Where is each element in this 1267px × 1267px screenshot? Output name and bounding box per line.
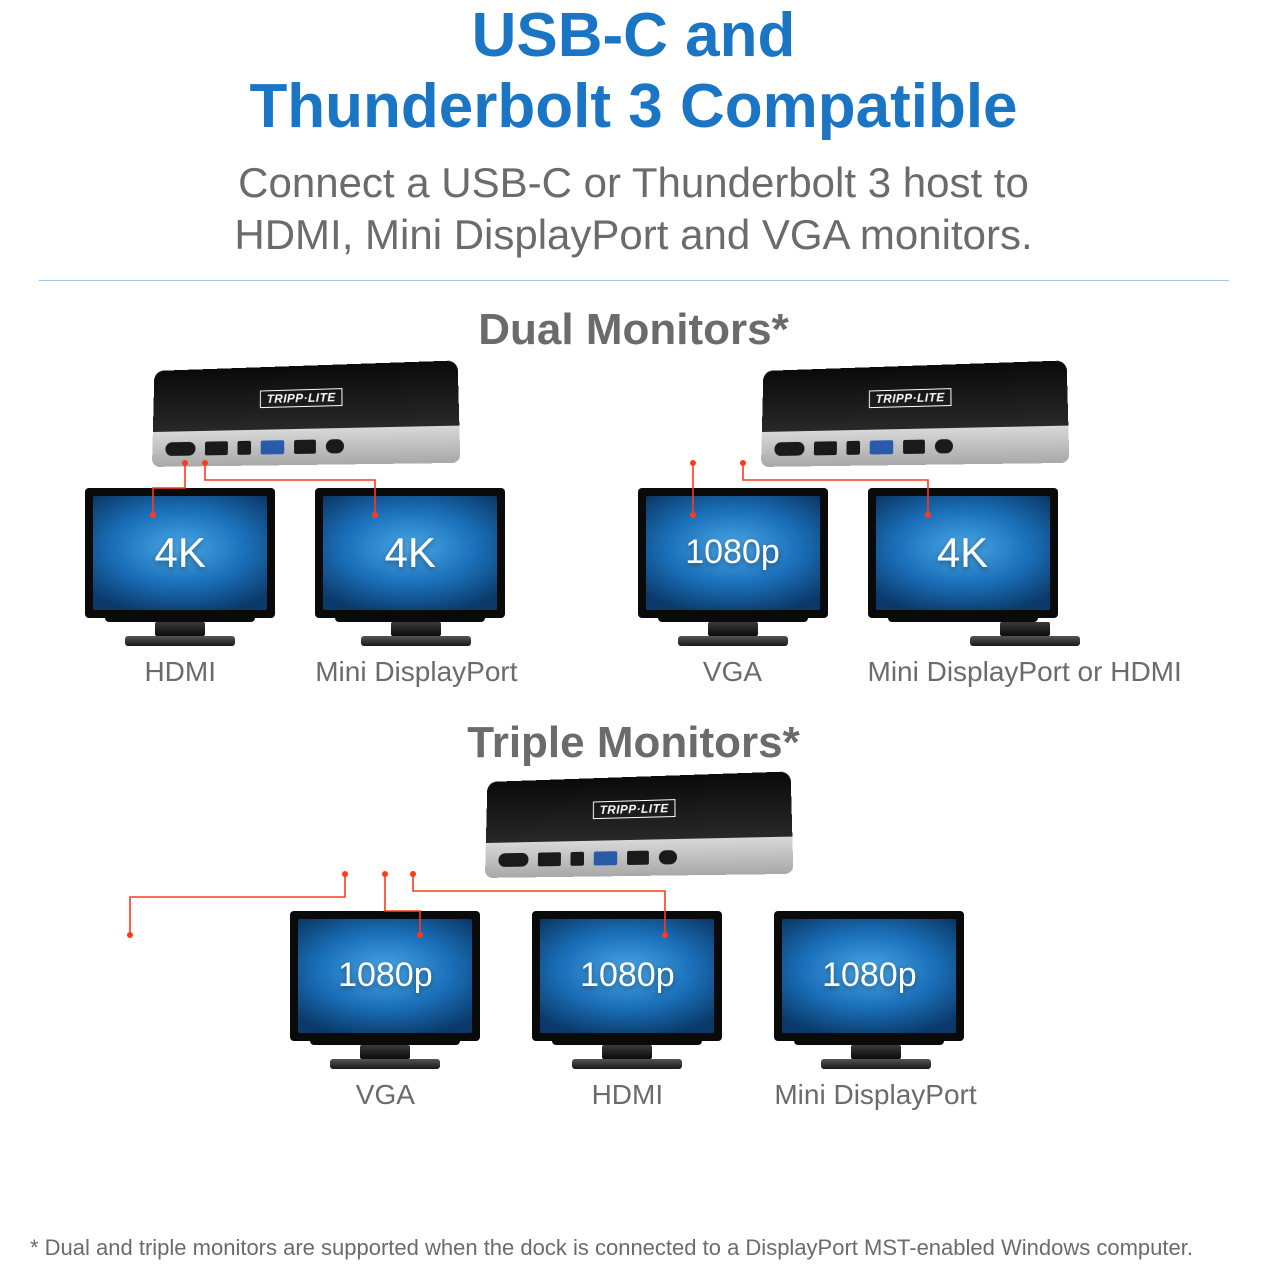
monitor-badge: 1080p xyxy=(540,919,714,1033)
header: USB-C and Thunderbolt 3 Compatible Conne… xyxy=(0,0,1267,262)
monitors-row: 1080p VGA 1080p HDMI 1080p Mini DisplayP… xyxy=(290,911,976,1111)
subtitle-line-2: HDMI, Mini DisplayPort and VGA monitors. xyxy=(234,211,1032,258)
dual-configs-row: TRIPP·LITE 4K HDMI 4K Mini DisplayPort xyxy=(0,365,1267,688)
dock-brand: TRIPP·LITE xyxy=(869,388,952,408)
dual-config-a: TRIPP·LITE 4K HDMI 4K Mini DisplayPort xyxy=(85,365,517,688)
monitor-label: Mini DisplayPort xyxy=(774,1079,976,1111)
monitor-hdmi: 4K HDMI xyxy=(85,488,275,688)
title: USB-C and Thunderbolt 3 Compatible xyxy=(0,0,1267,143)
monitor-label: Mini DisplayPort xyxy=(315,656,517,688)
monitor-vga: 1080p VGA xyxy=(638,488,828,688)
monitor-badge: 1080p xyxy=(298,919,472,1033)
monitors-row: 1080p VGA 4K Mini DisplayPort or HDMI xyxy=(638,488,1182,688)
monitor-label: VGA xyxy=(290,1079,480,1111)
monitor-label: HDMI xyxy=(85,656,275,688)
monitor-label: HDMI xyxy=(532,1079,722,1111)
monitor-mdp: 4K Mini DisplayPort xyxy=(315,488,517,688)
monitor-hdmi: 1080p HDMI xyxy=(532,911,722,1111)
dock-brand: TRIPP·LITE xyxy=(592,799,675,819)
dual-section-title: Dual Monitors* xyxy=(0,305,1267,355)
monitor-badge: 4K xyxy=(93,496,267,610)
monitor-mdp-hdmi: 4K Mini DisplayPort or HDMI xyxy=(868,488,1182,688)
footnote: * Dual and triple monitors are supported… xyxy=(30,1235,1193,1261)
monitor-badge: 1080p xyxy=(782,919,956,1033)
monitor-label: Mini DisplayPort or HDMI xyxy=(868,656,1182,688)
dual-config-b: TRIPP·LITE 1080p VGA 4K Mini DisplayPo xyxy=(638,365,1182,688)
subtitle: Connect a USB-C or Thunderbolt 3 host to… xyxy=(0,157,1267,262)
monitor-badge: 4K xyxy=(323,496,497,610)
monitors-row: 4K HDMI 4K Mini DisplayPort xyxy=(85,488,517,688)
dock-brand: TRIPP·LITE xyxy=(260,388,343,408)
monitor-badge: 4K xyxy=(876,496,1050,610)
dock-icon: TRIPP·LITE xyxy=(146,365,456,460)
monitor-label: VGA xyxy=(638,656,828,688)
monitor-vga: 1080p VGA xyxy=(290,911,480,1111)
dock-icon: TRIPP·LITE xyxy=(479,776,789,871)
monitor-mdp: 1080p Mini DisplayPort xyxy=(774,911,976,1111)
subtitle-line-1: Connect a USB-C or Thunderbolt 3 host to xyxy=(238,159,1029,206)
divider xyxy=(39,280,1229,281)
title-line-1: USB-C and xyxy=(472,1,796,70)
dock-icon: TRIPP·LITE xyxy=(755,365,1065,460)
triple-section-title: Triple Monitors* xyxy=(0,718,1267,768)
title-line-2: Thunderbolt 3 Compatible xyxy=(249,72,1017,141)
monitor-badge: 1080p xyxy=(646,496,820,610)
triple-config: TRIPP·LITE 1080p VGA 1080p xyxy=(0,776,1267,1111)
